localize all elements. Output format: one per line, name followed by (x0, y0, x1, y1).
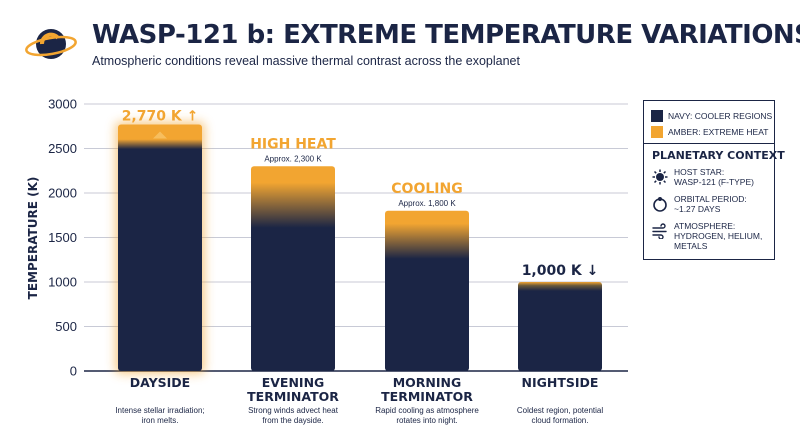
bar (385, 210, 469, 371)
bar-annotation: 2,770 K ↑ (122, 108, 199, 124)
context-orbital-period-line-2: ~1.27 DAYS (674, 204, 721, 214)
context-orbital-period-line-1: ORBITAL PERIOD: (674, 194, 747, 204)
bar (251, 166, 335, 371)
x-category-description: iron melts. (142, 416, 179, 425)
y-tick-label: 500 (55, 319, 77, 334)
legend-divider (644, 143, 774, 144)
x-category-description: from the dayside. (262, 416, 323, 425)
x-category-description: cloud formation. (532, 416, 589, 425)
x-category-description: Rapid cooling as atmosphere (375, 406, 479, 415)
x-category-label: EVENING (262, 375, 325, 390)
bar-annotation-sub: Approx. 2,300 K (264, 154, 322, 163)
x-category-label: NIGHTSIDE (522, 375, 599, 390)
peak-marker (153, 131, 167, 139)
bar-annotation: 1,000 K ↓ (522, 263, 599, 279)
context-title: PLANETARY CONTEXT (652, 149, 785, 162)
page-subtitle: Atmospheric conditions reveal massive th… (92, 54, 520, 68)
context-atmosphere-line-2: HYDROGEN, HELIUM, (674, 231, 763, 241)
y-axis-label: TEMPERATURE (K) (26, 177, 40, 300)
context-host-star-line-1: HOST STAR: (674, 167, 725, 177)
x-category-label: TERMINATOR (381, 389, 473, 404)
y-tick-label: 2500 (48, 141, 77, 156)
y-tick-label: 2000 (48, 186, 77, 201)
context-atmosphere-line-1: ATMOSPHERE: (674, 221, 736, 231)
context-host-star: HOST STAR: WASP-121 (F-TYPE) (652, 167, 754, 187)
context-orbital-period: ORBITAL PERIOD: ~1.27 DAYS (652, 194, 747, 214)
legend-item-amber: AMBER: EXTREME HEAT (651, 126, 768, 138)
x-category-label: DAYSIDE (130, 375, 190, 390)
legend-swatch-amber (651, 126, 663, 138)
legend-item-navy: NAVY: COOLER REGIONS (651, 110, 772, 122)
legend-box: NAVY: COOLER REGIONS AMBER: EXTREME HEAT… (643, 100, 785, 260)
y-tick-label: 3000 (48, 97, 77, 112)
star-icon (652, 169, 668, 185)
page-title: WASP-121 b: EXTREME TEMPERATURE VARIATIO… (92, 20, 800, 50)
y-tick-label: 1000 (48, 275, 77, 290)
bar-annotation-sub: Approx. 1,800 K (398, 199, 456, 208)
bar (118, 124, 202, 371)
y-tick-label: 1500 (48, 230, 77, 245)
context-host-star-line-2: WASP-121 (F-TYPE) (674, 177, 754, 187)
context-atmosphere-line-3: METALS (674, 241, 708, 251)
context-atmosphere: ATMOSPHERE: HYDROGEN, HELIUM, METALS (652, 221, 762, 251)
bar-annotation: HIGH HEAT (250, 136, 336, 152)
x-category-description: Intense stellar irradiation; (115, 406, 204, 415)
x-category-label: MORNING (393, 375, 462, 390)
legend-label-navy: NAVY: COOLER REGIONS (668, 111, 773, 121)
y-tick-label: 0 (70, 364, 77, 379)
bar-annotation: COOLING (391, 181, 462, 197)
x-category-label: TERMINATOR (247, 389, 339, 404)
x-category-description: Coldest region, potential (517, 406, 604, 415)
orbit-icon (653, 197, 667, 212)
x-category-description: Strong winds advect heat (248, 406, 339, 415)
x-category-description: rotates into night. (396, 416, 457, 425)
planet-logo-icon (25, 29, 77, 59)
legend-label-amber: AMBER: EXTREME HEAT (668, 127, 769, 137)
bar (518, 282, 602, 371)
wind-icon (652, 223, 667, 239)
legend-swatch-navy (651, 110, 663, 122)
